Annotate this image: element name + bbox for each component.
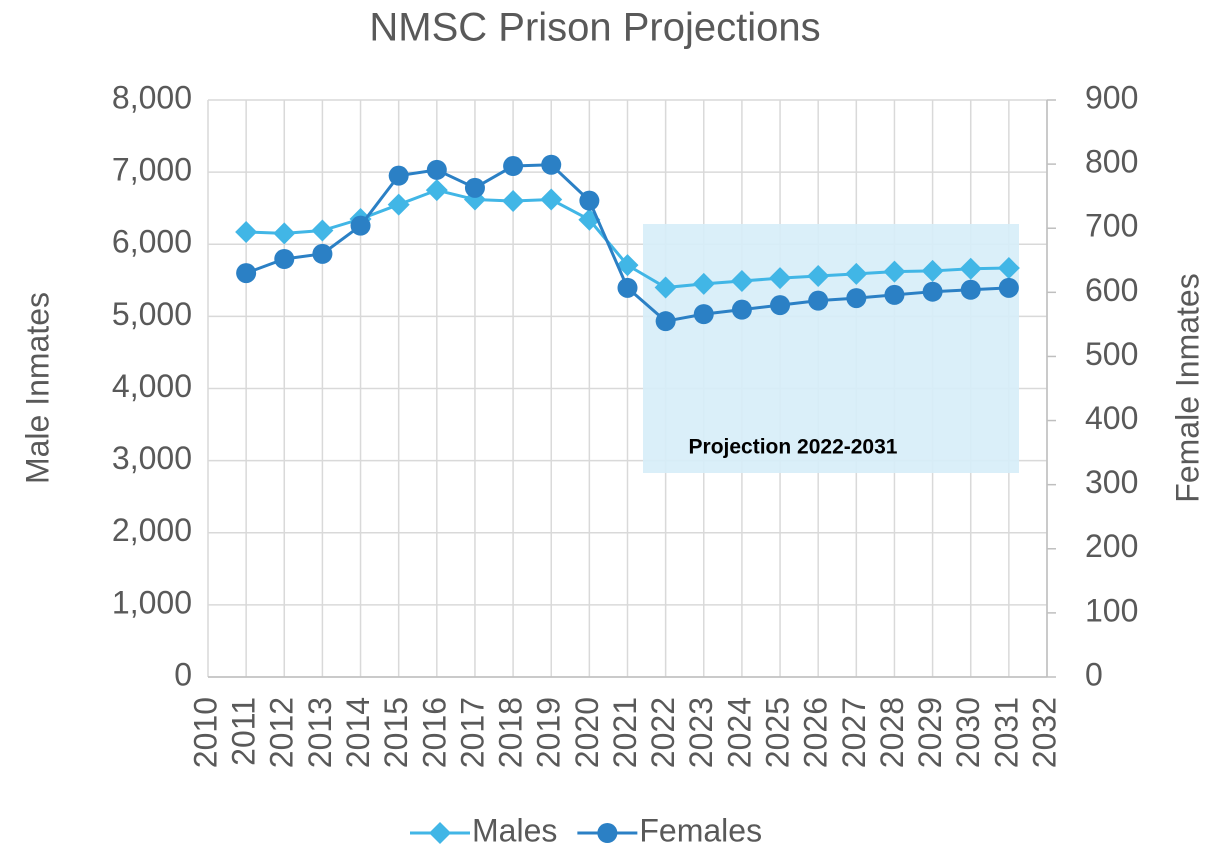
y-tick-label: 3,000	[112, 440, 192, 476]
data-point	[845, 262, 868, 285]
data-point	[541, 154, 562, 175]
data-point	[883, 260, 906, 283]
x-tick-label: 2032	[1026, 697, 1062, 768]
y2-tick-label: 100	[1085, 592, 1138, 628]
data-point	[997, 257, 1020, 280]
y-axis-label: Male Inmates	[19, 292, 55, 484]
x-tick-label: 2030	[950, 697, 986, 768]
y2-tick-label: 900	[1085, 79, 1138, 115]
y-tick-label: 5,000	[112, 296, 192, 332]
data-point	[884, 284, 905, 305]
x-tick-label: 2014	[340, 697, 376, 768]
y2-tick-label: 0	[1085, 656, 1103, 692]
x-tick-label: 2031	[988, 697, 1024, 768]
x-tick-label: 2012	[264, 697, 300, 768]
data-point	[273, 222, 296, 245]
x-tick-label: 2022	[645, 697, 681, 768]
x-tick-label: 2023	[683, 697, 719, 768]
y2-tick-label: 800	[1085, 144, 1138, 180]
y2-tick-label: 400	[1085, 400, 1138, 436]
data-point	[655, 311, 676, 332]
data-point	[616, 254, 639, 277]
data-point	[579, 190, 600, 211]
data-point	[502, 189, 525, 212]
data-point	[731, 299, 752, 320]
data-point	[922, 281, 943, 302]
data-point	[425, 179, 448, 202]
data-point	[235, 220, 258, 243]
data-point	[503, 156, 524, 177]
x-tick-label: 2025	[759, 697, 795, 768]
legend-label: Males	[472, 812, 557, 848]
data-point	[692, 272, 715, 295]
y-tick-label: 6,000	[112, 224, 192, 260]
data-point	[769, 267, 792, 290]
y2-tick-label: 300	[1085, 464, 1138, 500]
data-point	[770, 295, 791, 316]
x-tick-label: 2016	[416, 697, 452, 768]
data-point	[808, 290, 829, 311]
data-point	[921, 259, 944, 282]
data-point	[426, 159, 447, 180]
y2-tick-label: 700	[1085, 208, 1138, 244]
data-point	[312, 243, 333, 264]
data-point	[959, 257, 982, 280]
data-point	[807, 264, 830, 287]
y2-tick-label: 600	[1085, 272, 1138, 308]
x-tick-label: 2019	[531, 697, 567, 768]
x-tick-label: 2018	[493, 697, 529, 768]
x-tick-label: 2028	[874, 697, 910, 768]
data-point	[693, 304, 714, 325]
x-tick-label: 2024	[721, 697, 757, 768]
data-point	[236, 263, 257, 284]
x-tick-label: 2021	[607, 697, 643, 768]
y-tick-label: 4,000	[112, 368, 192, 404]
y2-tick-label: 500	[1085, 336, 1138, 372]
y-tick-label: 8,000	[112, 79, 192, 115]
projection-box	[643, 224, 1019, 473]
x-tick-label: 2013	[302, 697, 338, 768]
chart-title: NMSC Prison Projections	[369, 6, 820, 50]
x-tick-label: 2027	[836, 697, 872, 768]
x-tick-label: 2015	[378, 697, 414, 768]
x-tick-label: 2029	[912, 697, 948, 768]
y2-tick-label: 200	[1085, 528, 1138, 564]
data-point	[274, 248, 295, 269]
data-point	[350, 215, 371, 236]
legend-marker	[429, 822, 451, 844]
annotation: Projection 2022-2031	[689, 436, 898, 459]
data-point	[540, 188, 563, 211]
x-tick-label: 2010	[187, 697, 223, 768]
data-point	[654, 276, 677, 299]
data-point	[387, 193, 410, 216]
data-point	[617, 277, 638, 298]
x-tick-label: 2026	[798, 697, 834, 768]
legend-label: Females	[639, 812, 762, 848]
data-point	[846, 288, 867, 309]
data-point	[464, 177, 485, 198]
data-point	[730, 270, 753, 293]
legend-marker	[597, 823, 618, 843]
y-tick-label: 7,000	[112, 152, 192, 188]
data-point	[311, 219, 334, 242]
data-point	[998, 277, 1019, 298]
y-tick-label: 1,000	[112, 584, 192, 620]
y-tick-label: 0	[174, 656, 192, 692]
x-tick-label: 2017	[454, 697, 490, 768]
x-tick-label: 2020	[569, 697, 605, 768]
y-tick-label: 2,000	[112, 512, 192, 548]
data-point	[388, 165, 409, 186]
y2-axis-label: Female Inmates	[1169, 273, 1205, 502]
x-tick-label: 2011	[226, 697, 262, 766]
data-point	[960, 279, 981, 300]
